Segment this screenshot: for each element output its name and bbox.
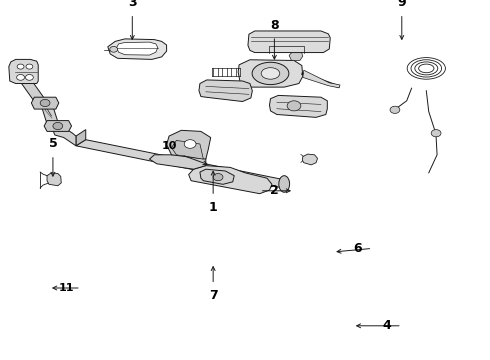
Text: 7: 7 bbox=[209, 289, 218, 302]
Text: 9: 9 bbox=[397, 0, 406, 9]
Polygon shape bbox=[238, 60, 303, 87]
Circle shape bbox=[26, 64, 33, 69]
Text: 8: 8 bbox=[270, 19, 279, 32]
Polygon shape bbox=[108, 39, 167, 59]
Circle shape bbox=[53, 122, 63, 130]
Circle shape bbox=[390, 106, 400, 113]
Polygon shape bbox=[76, 130, 86, 146]
Circle shape bbox=[184, 140, 196, 148]
Polygon shape bbox=[53, 127, 76, 146]
Ellipse shape bbox=[279, 176, 290, 192]
Polygon shape bbox=[42, 106, 58, 122]
Ellipse shape bbox=[252, 62, 289, 85]
Polygon shape bbox=[303, 70, 340, 88]
Polygon shape bbox=[248, 31, 330, 53]
Circle shape bbox=[40, 99, 50, 107]
Text: 2: 2 bbox=[270, 184, 279, 197]
Text: 4: 4 bbox=[383, 319, 392, 332]
Text: 10: 10 bbox=[161, 141, 177, 151]
Ellipse shape bbox=[261, 68, 280, 79]
Polygon shape bbox=[289, 51, 303, 60]
Polygon shape bbox=[149, 155, 206, 169]
Text: 3: 3 bbox=[128, 0, 137, 9]
Circle shape bbox=[17, 64, 24, 69]
Polygon shape bbox=[117, 42, 158, 55]
Circle shape bbox=[25, 75, 33, 80]
Polygon shape bbox=[200, 169, 234, 184]
Polygon shape bbox=[9, 59, 38, 84]
Circle shape bbox=[213, 174, 223, 181]
Polygon shape bbox=[199, 80, 252, 102]
Text: 11: 11 bbox=[58, 283, 74, 293]
Polygon shape bbox=[270, 95, 327, 117]
Polygon shape bbox=[172, 140, 203, 159]
Polygon shape bbox=[189, 166, 272, 194]
Polygon shape bbox=[76, 140, 289, 187]
Text: 5: 5 bbox=[49, 138, 57, 150]
Circle shape bbox=[17, 75, 24, 80]
Polygon shape bbox=[44, 121, 72, 131]
Text: 1: 1 bbox=[209, 201, 218, 213]
Polygon shape bbox=[31, 97, 59, 109]
Text: 6: 6 bbox=[353, 242, 362, 255]
Circle shape bbox=[287, 101, 301, 111]
Polygon shape bbox=[22, 83, 45, 100]
Circle shape bbox=[110, 46, 118, 52]
Polygon shape bbox=[47, 173, 61, 186]
Polygon shape bbox=[302, 154, 318, 165]
Circle shape bbox=[431, 130, 441, 137]
Polygon shape bbox=[167, 130, 211, 159]
